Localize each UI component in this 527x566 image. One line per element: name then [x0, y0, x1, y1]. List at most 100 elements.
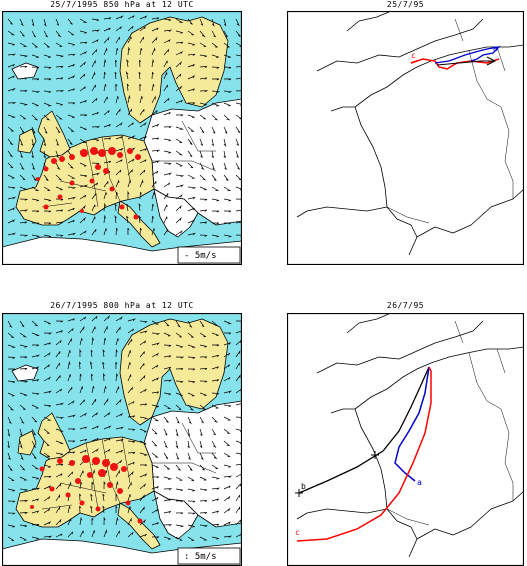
wind-arrow — [55, 186, 63, 191]
wind-arrow — [235, 138, 240, 146]
wind-arrow — [223, 18, 227, 26]
wind-arrow — [91, 182, 99, 188]
wind-arrow — [79, 516, 83, 526]
wind-arrow — [55, 18, 60, 26]
wind-arrow — [199, 221, 208, 224]
wind-arrow — [211, 138, 214, 147]
wind-arrow — [91, 59, 96, 68]
wind-arrow — [223, 377, 231, 382]
wind-arrow — [31, 464, 40, 470]
wind-arrow — [163, 162, 172, 165]
wind-arrow — [187, 452, 191, 460]
wind-arrow — [187, 232, 196, 236]
wind-arrow — [103, 110, 110, 116]
wind-arrow — [67, 196, 76, 200]
wind-arrow — [235, 42, 242, 47]
wind-arrow — [199, 392, 207, 396]
wind-arrow — [115, 47, 119, 56]
wind-arrow — [7, 416, 12, 425]
wind-arrow — [163, 150, 171, 154]
wind-arrow — [79, 412, 88, 418]
wind-arrow — [103, 192, 107, 200]
wind-arrow — [31, 186, 40, 191]
wind-arrow — [139, 191, 142, 200]
wind-arrow — [199, 452, 204, 461]
wind-arrow — [114, 214, 117, 224]
wind-arrow — [115, 83, 118, 92]
wind-arrow — [163, 332, 171, 337]
wind-arrow — [43, 495, 51, 502]
wind-arrow — [7, 75, 15, 80]
wind-arrow — [102, 361, 105, 370]
wind-arrow — [175, 380, 184, 383]
wind-arrow — [127, 517, 132, 526]
wind-arrow — [55, 505, 61, 514]
wind-arrow — [223, 404, 232, 408]
wind-arrow — [175, 476, 183, 481]
wind-arrow — [103, 202, 107, 212]
wind-arrow — [55, 416, 65, 420]
wind-arrow — [163, 97, 170, 104]
wind-arrow — [43, 440, 50, 447]
wind-arrow — [67, 174, 76, 179]
wind-arrow — [126, 215, 129, 224]
wind-arrow — [175, 464, 181, 471]
wind-arrow — [55, 42, 63, 47]
wind-arrow — [103, 228, 107, 236]
wind-arrow — [31, 198, 39, 202]
wind-arrow — [79, 230, 87, 236]
wind-arrow — [163, 404, 172, 409]
wind-arrow — [67, 42, 75, 46]
italy-land — [117, 200, 161, 248]
wind-arrow — [151, 27, 159, 32]
wind-arrow — [139, 340, 147, 346]
wind-arrow — [163, 320, 170, 327]
wind-arrow — [103, 36, 110, 44]
wind-arrow — [127, 428, 136, 431]
wind-arrow — [115, 26, 122, 32]
wind-arrow — [151, 497, 159, 502]
fire-marker — [92, 457, 100, 465]
wind-arrow — [127, 386, 133, 394]
wind-arrow — [139, 26, 146, 32]
wind-arrow — [79, 386, 84, 394]
fire-marker — [82, 455, 90, 463]
wind-scale-legend — [177, 547, 241, 565]
wind-arrow — [103, 315, 110, 322]
wind-arrow — [163, 416, 169, 423]
wind-arrow — [163, 172, 172, 176]
wind-arrow — [175, 512, 184, 515]
wind-arrow — [175, 440, 179, 450]
wind-arrow — [175, 174, 185, 178]
wind-arrow — [115, 159, 123, 164]
wind-arrow — [19, 356, 28, 359]
wind-scale-label: - 5m/s — [184, 251, 217, 261]
wind-arrow — [79, 361, 82, 370]
wind-arrow — [211, 416, 219, 423]
wind-arrow — [43, 364, 50, 370]
wind-arrow — [79, 325, 85, 334]
wind-arrow — [211, 126, 216, 134]
wind-arrow — [199, 500, 208, 503]
panel-2-title: 25/7/95 — [386, 0, 425, 9]
wind-arrow — [79, 426, 87, 430]
wind-arrow — [151, 428, 158, 435]
wind-arrow — [211, 174, 217, 181]
wind-arrow — [103, 449, 111, 454]
wind-arrow — [115, 191, 118, 200]
wind-arrow — [187, 126, 195, 132]
fire-locations — [30, 455, 143, 524]
wind-arrow — [43, 42, 50, 48]
wind-arrow — [7, 464, 13, 471]
wind-arrow — [163, 392, 172, 396]
wind-arrow — [55, 90, 65, 93]
wind-arrow — [7, 186, 16, 189]
wind-arrow — [7, 174, 15, 179]
wind-arrow — [199, 150, 203, 158]
wind-arrow — [211, 66, 220, 69]
wind-arrow — [199, 367, 208, 370]
wind-arrow — [7, 30, 16, 36]
wind-arrow — [151, 486, 159, 490]
fire-marker — [137, 518, 143, 524]
wind-arrow — [103, 425, 112, 430]
